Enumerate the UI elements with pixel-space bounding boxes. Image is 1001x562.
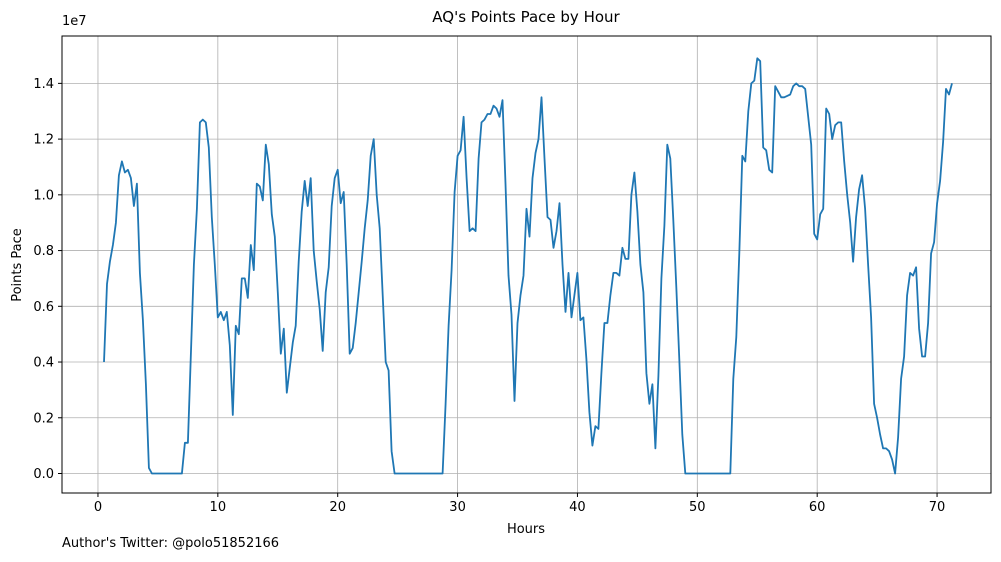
y-tick-label: 0.4	[33, 356, 54, 371]
y-axis: 0.0 0.2 0.4 0.6 0.8 1.0 1.2 1.4	[33, 77, 62, 482]
plot-frame	[61, 35, 992, 494]
x-tick-label: 70	[929, 500, 946, 515]
y-offset-label: 1e7	[62, 14, 87, 29]
y-tick-label: 0.8	[33, 244, 54, 259]
data-series	[103, 57, 953, 475]
chart-title: AQ's Points Pace by Hour	[432, 8, 620, 26]
y-tick-label: 1.2	[33, 133, 54, 148]
x-tick-label: 0	[94, 500, 102, 515]
x-tick-label: 20	[329, 500, 346, 515]
x-axis: 0 10 20 30 40 50 60 70	[94, 493, 946, 515]
y-tick-label: 0.2	[33, 411, 54, 426]
y-axis-label: Points Pace	[10, 228, 25, 302]
y-tick-label: 0.0	[33, 467, 54, 482]
y-tick-label: 1.0	[33, 188, 54, 203]
x-tick-label: 10	[210, 500, 227, 515]
series-line	[103, 57, 953, 475]
x-tick-label: 50	[689, 500, 706, 515]
y-tick-label: 0.6	[33, 300, 54, 315]
author-twitter-note: Author's Twitter: @polo51852166	[62, 536, 280, 551]
x-axis-label: Hours	[507, 522, 545, 537]
grid-lines	[62, 36, 991, 493]
x-tick-label: 40	[569, 500, 586, 515]
x-tick-label: 30	[449, 500, 466, 515]
x-tick-label: 60	[809, 500, 826, 515]
y-tick-label: 1.4	[33, 77, 54, 92]
